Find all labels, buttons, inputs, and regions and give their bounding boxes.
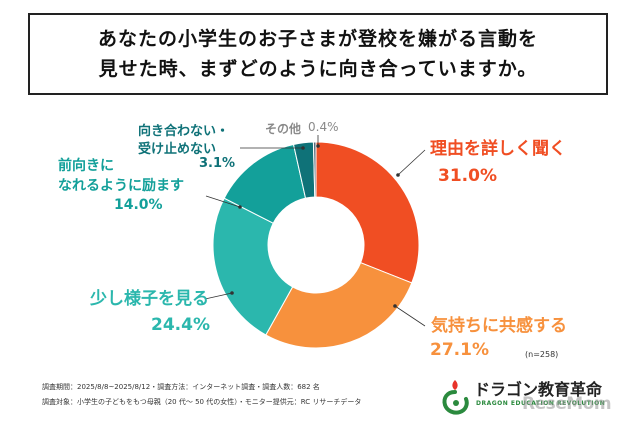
label-encourage-2: なれるように励ます (58, 178, 184, 194)
resemom-watermark: ReseMom (522, 394, 612, 414)
footnote-target: 調査対象：小学生の子どもをもつ母親（20 代～ 50 代の女性）・モニター提供元… (42, 398, 362, 406)
slice-wait (212, 197, 294, 336)
leader-reason (397, 149, 426, 176)
footnote-period: 調査期間：2025/8/8~2025/8/12・調査方法：インターネット調査・調… (42, 383, 320, 391)
slice-empathy (265, 262, 413, 349)
label-reason: 理由を詳しく聞く (430, 139, 566, 159)
title-line-2: 見せた時、まずどのように向き合っていますか。 (98, 58, 538, 80)
sample-size: (n=258) (525, 350, 559, 359)
label-other: その他 (265, 122, 302, 136)
value-reason: 31.0% (438, 166, 497, 186)
title-line-1: あなたの小学生のお子さまが登校を嫌がる言動を (97, 28, 538, 50)
label-avoid-1: 向き合わない・ (138, 124, 230, 139)
leader-avoid-dot (301, 146, 305, 150)
label-avoid-2: 受け止めない (138, 142, 217, 157)
dragon-education-logo: ドラゴン教育革命 DRAGON EDUCATION REVOLUTION (440, 374, 625, 418)
leader-empathy (394, 305, 426, 327)
label-encourage-1: 前向きに (58, 158, 114, 174)
dragon-logo-icon (442, 380, 469, 415)
value-other: 0.4% (308, 120, 339, 134)
slice-other (312, 141, 317, 198)
leader-wait (204, 292, 233, 300)
leader-empathy-dot (393, 304, 397, 308)
logo-subtitle: DRAGON EDUCATION REVOLUTION (476, 400, 606, 407)
leader-other-dot (316, 144, 320, 148)
value-avoid: 3.1% (199, 156, 236, 171)
label-wait: 少し様子を見る (90, 289, 209, 309)
leader-encourage-dot (238, 205, 242, 209)
slice-reason (315, 141, 420, 284)
leader-wait-dot (230, 291, 234, 295)
leader-reason-dot (396, 173, 400, 177)
title-box: あなたの小学生のお子さまが登校を嫌がる言動を 見せた時、まずどのように向き合って… (28, 13, 608, 95)
label-empathy: 気持ちに共感する (431, 316, 567, 336)
logo-name: ドラゴン教育革命 (474, 380, 603, 399)
leader-encourage (205, 195, 241, 208)
value-encourage: 14.0% (114, 197, 163, 213)
value-wait: 24.4% (151, 315, 210, 335)
value-empathy: 27.1% (430, 340, 489, 360)
